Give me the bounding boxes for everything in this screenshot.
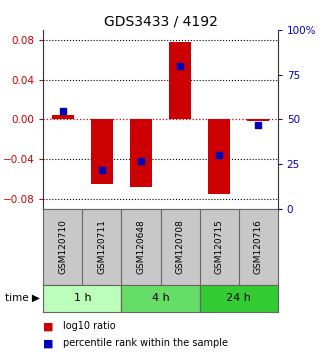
Text: GSM120716: GSM120716	[254, 219, 263, 274]
Text: GSM120708: GSM120708	[176, 219, 185, 274]
Text: 4 h: 4 h	[152, 293, 169, 303]
Text: GSM120710: GSM120710	[58, 219, 67, 274]
Text: log10 ratio: log10 ratio	[63, 321, 115, 331]
Text: ■: ■	[43, 321, 54, 331]
Text: 24 h: 24 h	[226, 293, 251, 303]
Text: percentile rank within the sample: percentile rank within the sample	[63, 338, 228, 348]
Text: GSM120715: GSM120715	[214, 219, 224, 274]
Bar	[247, 120, 269, 121]
Text: GSM120648: GSM120648	[136, 219, 145, 274]
Text: 1 h: 1 h	[74, 293, 91, 303]
Text: ■: ■	[43, 338, 54, 348]
Bar	[208, 120, 230, 194]
Text: time ▶: time ▶	[5, 293, 40, 303]
Bar	[91, 120, 113, 184]
Bar	[169, 42, 191, 120]
Title: GDS3433 / 4192: GDS3433 / 4192	[104, 15, 217, 29]
Bar	[130, 120, 152, 187]
Bar	[52, 114, 74, 120]
Text: GSM120711: GSM120711	[97, 219, 107, 274]
